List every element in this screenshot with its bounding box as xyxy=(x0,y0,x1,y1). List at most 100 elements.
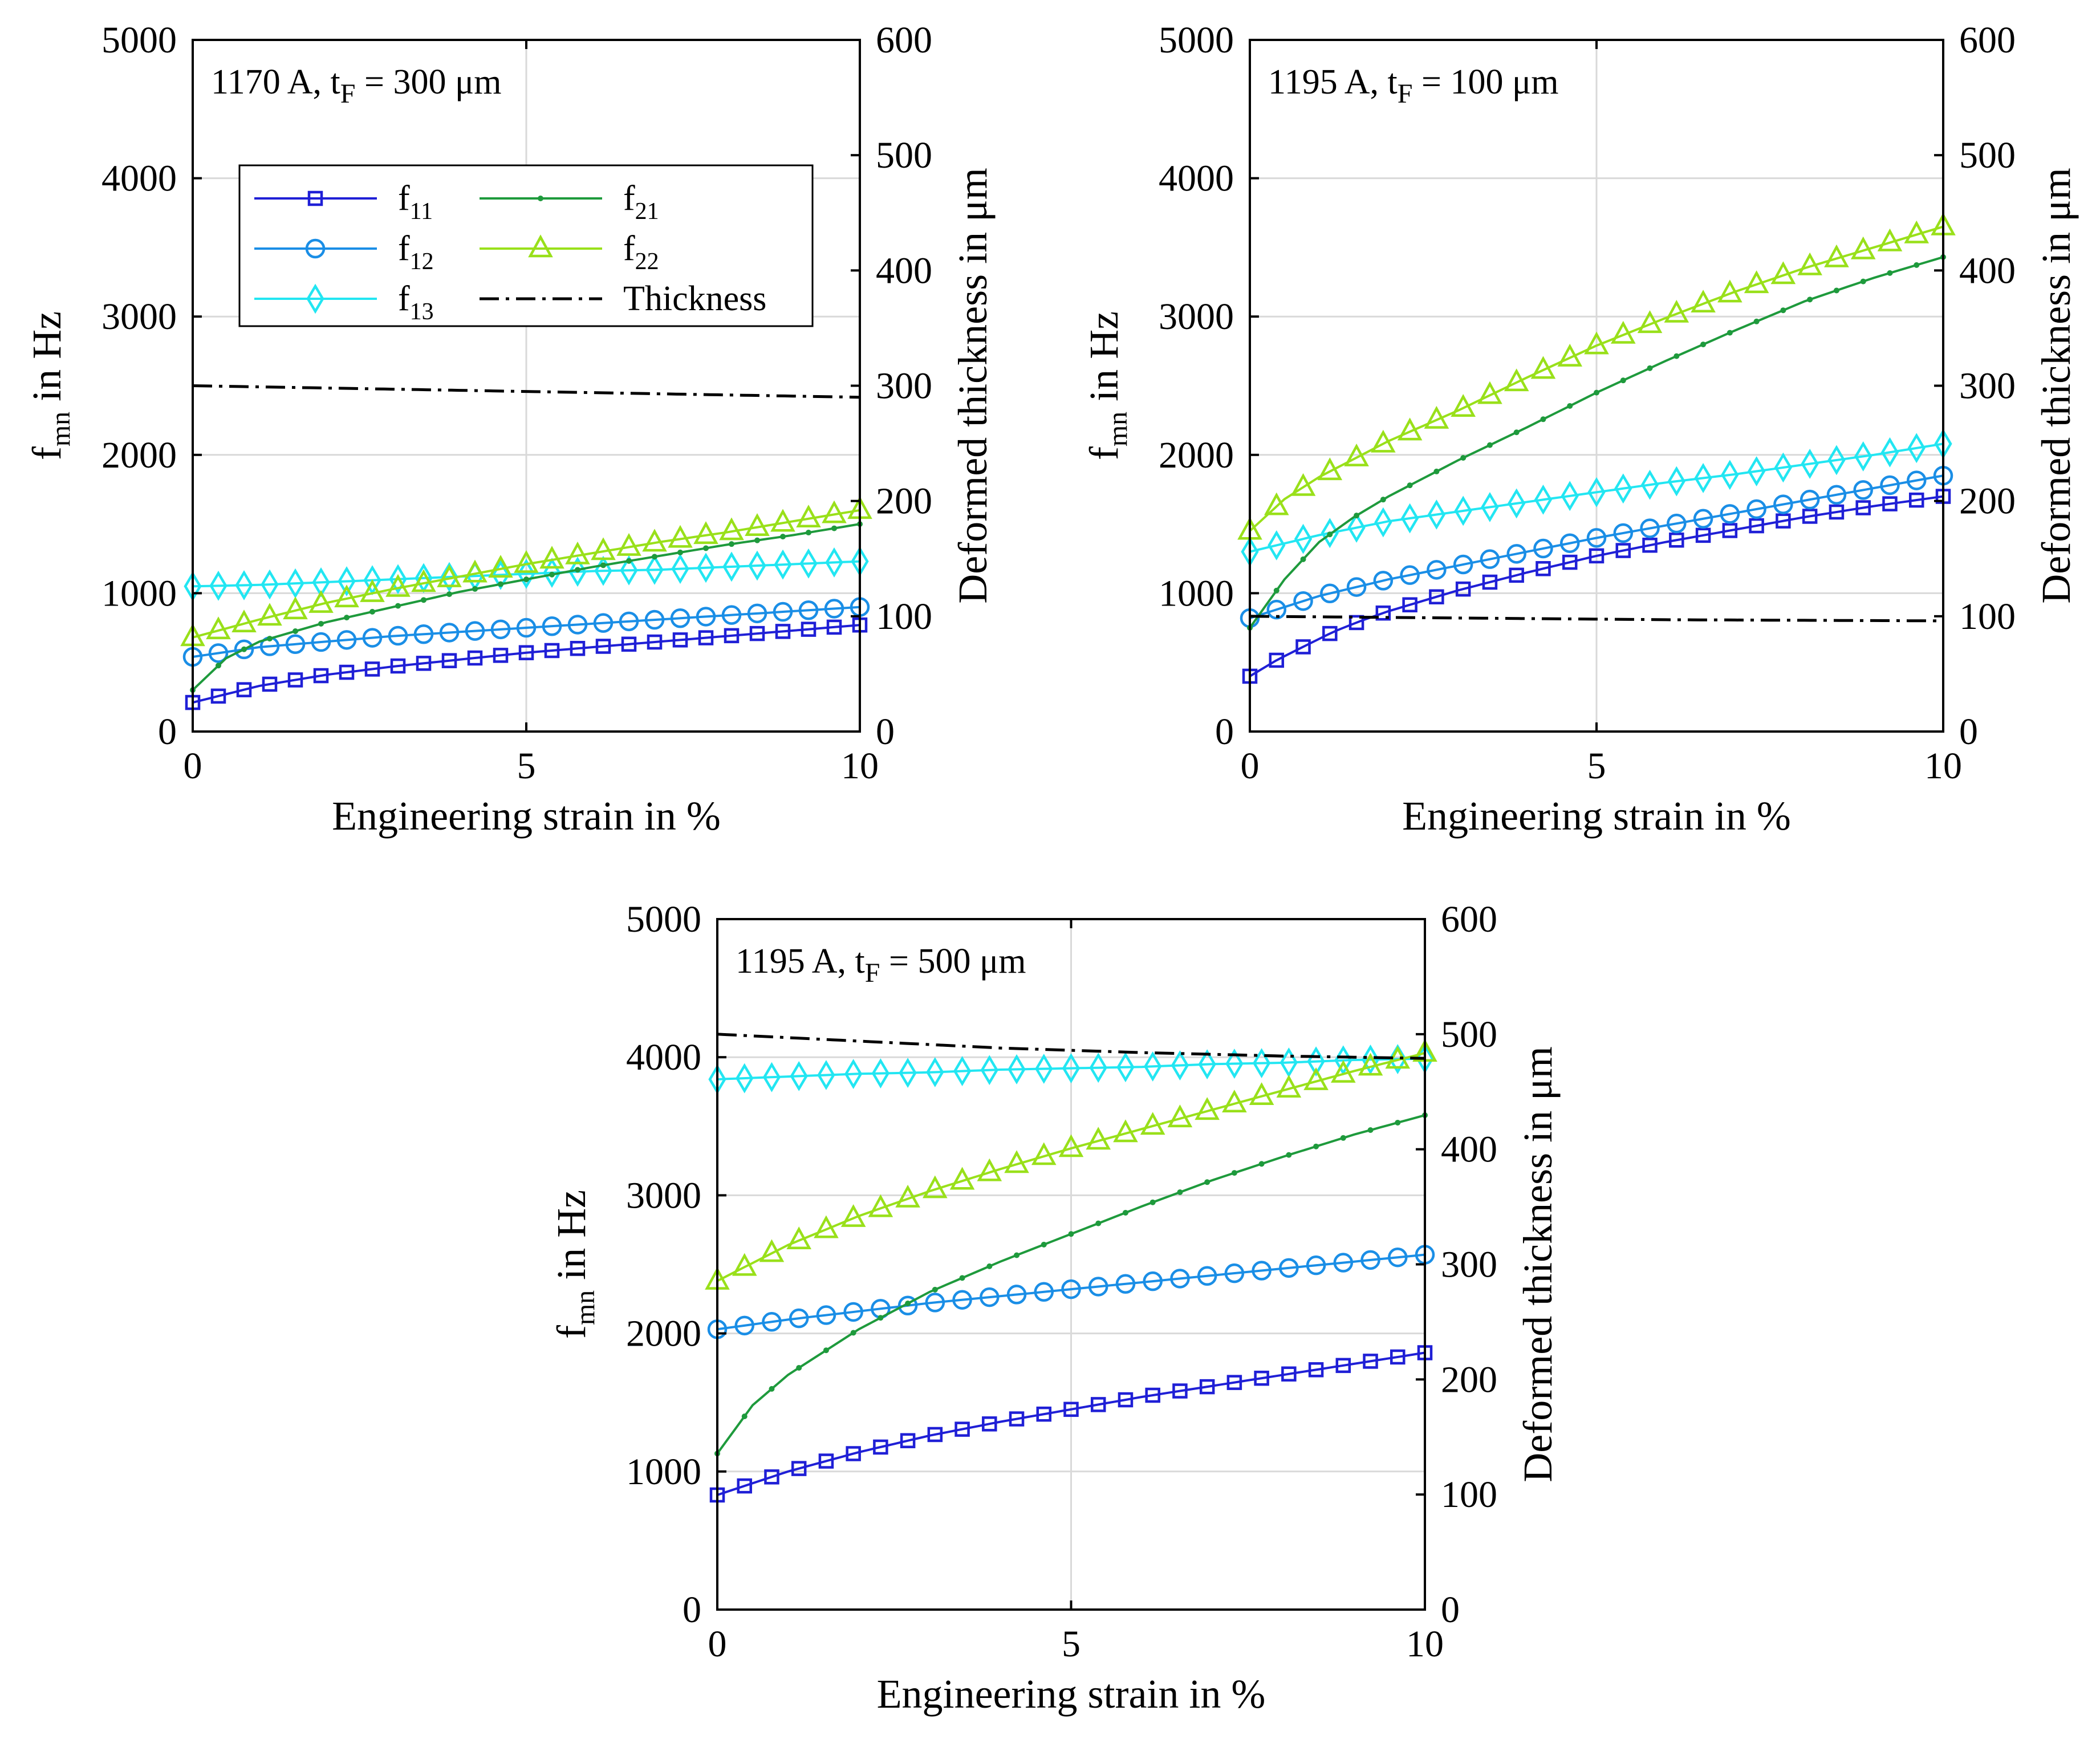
y-axis-label-group: fmn in Hz xyxy=(549,1190,600,1339)
f11-marker xyxy=(1335,1358,1351,1374)
f11-marker xyxy=(749,625,765,641)
f21-marker xyxy=(1567,403,1573,409)
f21-marker xyxy=(293,628,298,635)
y-axis-label: fmn in Hz xyxy=(1081,311,1133,460)
f11-marker xyxy=(698,630,714,645)
f13-marker xyxy=(844,1059,863,1090)
f12-marker xyxy=(897,1295,918,1316)
f21-marker xyxy=(549,571,555,578)
f12-marker xyxy=(1853,480,1873,500)
f11-marker xyxy=(647,634,663,650)
f12-marker xyxy=(311,632,331,652)
series-f11 xyxy=(717,1351,1425,1496)
f13-marker xyxy=(774,549,792,580)
f13-marker xyxy=(1561,481,1579,511)
y-tick-label: 5000 xyxy=(101,19,177,61)
f11-marker xyxy=(1536,561,1551,576)
thickness-line xyxy=(193,384,860,399)
f21-marker xyxy=(626,558,632,564)
f22-marker xyxy=(840,1204,866,1227)
y-axis-label: fmn in Hz xyxy=(549,1190,600,1339)
f13-marker xyxy=(799,548,818,579)
y-axis-label-group: fmn in Hz xyxy=(24,311,76,460)
y-tick-label: 0 xyxy=(683,1589,701,1631)
f21-marker xyxy=(1395,1119,1401,1126)
f11-marker xyxy=(1375,605,1391,621)
f21-marker xyxy=(823,1347,829,1354)
y2-tick-label: 500 xyxy=(1959,135,2016,176)
f21-marker xyxy=(741,1413,748,1420)
f12-marker xyxy=(1373,571,1394,591)
f11-marker xyxy=(313,668,329,684)
f21-marker xyxy=(1647,365,1653,371)
f22-marker xyxy=(949,1167,975,1190)
f22-marker xyxy=(668,525,693,548)
f21-marker xyxy=(652,554,657,560)
f21-marker xyxy=(1204,1179,1211,1185)
f11-marker xyxy=(900,1433,916,1449)
f12-marker xyxy=(721,605,742,625)
f22-line xyxy=(193,509,860,639)
f13-marker xyxy=(1198,1049,1216,1080)
f11-marker xyxy=(791,1461,807,1476)
f11-marker xyxy=(493,648,509,663)
f11-marker xyxy=(1199,1379,1215,1395)
f12-marker xyxy=(762,1312,782,1332)
f12-marker xyxy=(1266,599,1287,620)
f21-marker xyxy=(1753,318,1760,324)
f22-marker xyxy=(895,1184,920,1208)
f22-marker xyxy=(283,596,308,620)
f21-marker xyxy=(395,603,401,609)
f21-marker xyxy=(729,541,734,547)
f22-marker xyxy=(1303,1067,1329,1090)
f11-marker xyxy=(1429,589,1444,604)
series-f22 xyxy=(717,1051,1425,1282)
f13-line xyxy=(717,1057,1425,1080)
f22-marker xyxy=(565,541,590,564)
f12-marker xyxy=(1306,1255,1326,1275)
f11-marker xyxy=(801,621,817,637)
f11-marker xyxy=(364,661,380,677)
y-tick-label: 2000 xyxy=(101,434,177,476)
f22-marker xyxy=(923,1175,948,1198)
y-tick-label: 1000 xyxy=(101,572,177,614)
f22-marker xyxy=(539,546,564,569)
x-axis-label: Engineering strain in % xyxy=(1402,793,1791,839)
f13-marker xyxy=(389,564,407,595)
f21-marker xyxy=(905,1301,911,1307)
f22-marker xyxy=(488,555,513,578)
f11-marker xyxy=(672,632,688,648)
f21-marker xyxy=(754,537,760,543)
f13-marker xyxy=(209,570,228,601)
f21-marker xyxy=(1807,296,1813,303)
f22-marker xyxy=(514,550,539,573)
f13-marker xyxy=(1062,1053,1081,1083)
series-f11 xyxy=(193,624,860,704)
f21-marker xyxy=(1095,1220,1102,1226)
f22-marker xyxy=(814,1215,839,1238)
legend-label-f22: f22 xyxy=(623,229,659,275)
series-thickness xyxy=(1250,615,1943,623)
f11-marker xyxy=(927,1427,943,1443)
f11-line xyxy=(1250,495,1943,677)
panel-annotation: 1170 A, tF = 300 μm xyxy=(211,63,501,109)
f21-marker xyxy=(831,525,837,531)
f21-marker xyxy=(1273,587,1280,594)
f13-marker xyxy=(1294,523,1313,554)
f12-marker xyxy=(1746,499,1766,519)
f13-marker xyxy=(1534,484,1553,515)
f21-marker xyxy=(446,591,452,598)
f11-marker xyxy=(595,639,611,654)
f12-marker xyxy=(1034,1282,1054,1302)
y2-tick-label: 400 xyxy=(876,250,932,291)
f21-marker xyxy=(1833,287,1839,294)
f12-marker xyxy=(1506,544,1526,564)
x-tick-label: 0 xyxy=(708,1623,727,1665)
f12-marker xyxy=(925,1293,945,1313)
f21-marker xyxy=(369,608,375,615)
f12-marker xyxy=(1880,475,1900,495)
f21-marker xyxy=(1354,513,1360,519)
f12-marker xyxy=(980,1287,1000,1307)
f13-marker xyxy=(1774,452,1792,483)
legend-marker-f21 xyxy=(538,196,543,201)
